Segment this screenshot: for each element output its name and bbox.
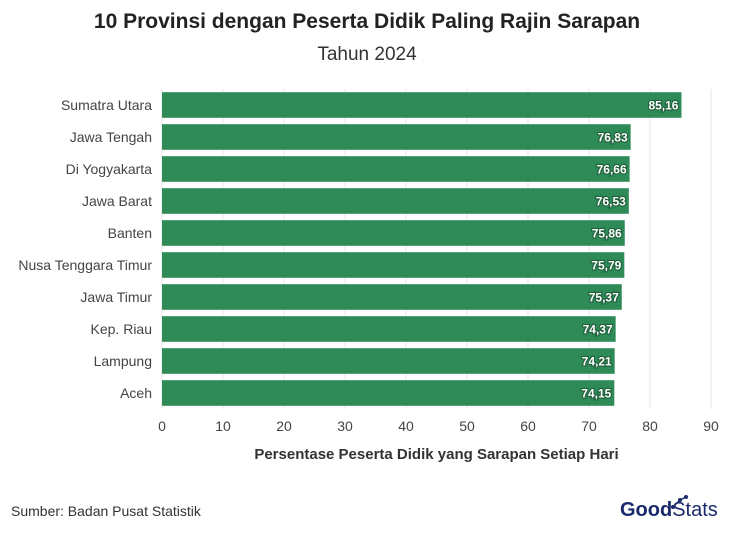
bar: [162, 380, 615, 406]
logo-good-text: Good: [620, 499, 673, 521]
bar: [162, 124, 631, 150]
category-label: Banten: [108, 225, 152, 241]
source-note: Sumber: Badan Pusat Statistik: [11, 503, 201, 519]
x-tick-label: 80: [642, 418, 658, 434]
category-label: Jawa Tengah: [70, 129, 152, 145]
bar: [162, 348, 615, 374]
goodstats-logo: GoodStats: [620, 494, 726, 524]
x-tick-label: 60: [520, 418, 536, 434]
x-axis-title: Persentase Peserta Didik yang Sarapan Se…: [254, 446, 618, 463]
bar: [162, 252, 625, 278]
value-label: 76,53: [596, 195, 626, 209]
value-label: 75,86: [592, 227, 622, 241]
value-label: 74,37: [583, 323, 613, 337]
category-label: Lampung: [94, 353, 152, 369]
chart-title: 10 Provinsi dengan Peserta Didik Paling …: [93, 10, 641, 33]
category-label: Sumatra Utara: [61, 97, 152, 113]
value-label: 75,37: [589, 291, 619, 305]
category-label: Nusa Tenggara Timur: [18, 257, 152, 273]
x-tick-label: 30: [337, 418, 353, 434]
value-label: 85,16: [648, 99, 678, 113]
x-tick-label: 10: [215, 418, 231, 434]
value-label: 75,79: [591, 259, 621, 273]
x-tick-label: 0: [158, 418, 166, 434]
bar-chart: 0 10 20 30 40 50 60 70 80 90 Sumatra Utara 85,16 Jaw…: [18, 89, 719, 463]
logo-stats-text: Stats: [672, 499, 718, 521]
chart-subtitle: Tahun 2024: [317, 44, 417, 65]
x-tick-label: 20: [276, 418, 292, 434]
logo-network-icon: [671, 495, 688, 509]
bar: [162, 188, 629, 214]
category-label: Kep. Riau: [91, 321, 152, 337]
bar: [162, 220, 625, 246]
bar: [162, 92, 682, 118]
value-label: 76,66: [597, 163, 627, 177]
category-label: Di Yogyakarta: [66, 161, 153, 177]
value-label: 76,83: [598, 131, 628, 145]
x-tick-label: 50: [459, 418, 475, 434]
value-label: 74,21: [582, 355, 612, 369]
x-tick-label: 70: [581, 418, 597, 434]
x-tick-label: 90: [703, 418, 719, 434]
bar: [162, 156, 630, 182]
category-label: Jawa Timur: [80, 289, 152, 305]
category-label: Jawa Barat: [82, 193, 152, 209]
x-tick-label: 40: [398, 418, 414, 434]
bar: [162, 316, 616, 342]
bar: [162, 284, 622, 310]
category-label: Aceh: [120, 385, 152, 401]
value-label: 74,15: [581, 387, 611, 401]
